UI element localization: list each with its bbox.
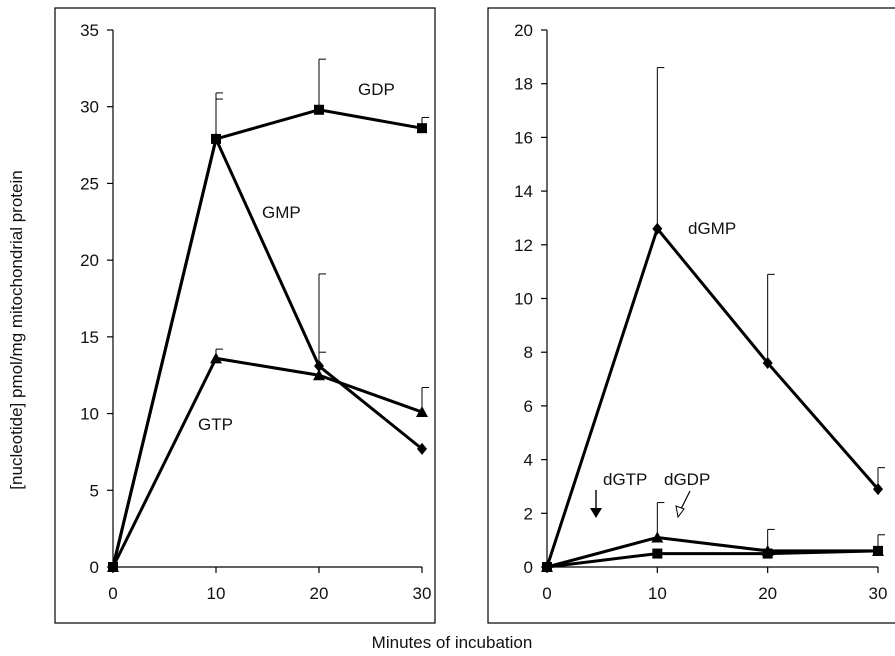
- y-tick-label: 18: [514, 75, 533, 94]
- right-panel-frame: [487, 7, 895, 624]
- data-point: [652, 222, 663, 235]
- right-chart: 0 2 4 6 8 10 12 14 16 18 20 0 10 20 30 dGMP dGTP dGDP: [514, 21, 887, 603]
- series-dGMP: [542, 67, 885, 573]
- data-point: [416, 406, 428, 418]
- x-tick-label: 10: [207, 584, 226, 603]
- annotation-GDP: GDP: [358, 80, 395, 99]
- data-point: [652, 548, 663, 559]
- y-tick-label: 20: [80, 251, 99, 270]
- series-line: [545, 225, 880, 568]
- data-point: [873, 483, 883, 496]
- y-tick-label: 8: [524, 343, 533, 362]
- x-axis-label: Minutes of incubation: [372, 633, 533, 652]
- annotation-dGTP: dGTP: [603, 470, 647, 489]
- dgtp-arrow-head: [590, 508, 602, 518]
- y-tick-label: 14: [514, 182, 533, 201]
- series-line: [111, 134, 423, 568]
- data-point: [314, 104, 324, 115]
- y-tick-label: 30: [80, 98, 99, 117]
- series-line: [111, 108, 423, 568]
- series-line: [111, 356, 423, 568]
- data-point: [417, 442, 427, 455]
- y-tick-label: 4: [524, 451, 533, 470]
- y-tick-label: 6: [524, 397, 533, 416]
- annotation-GTP: GTP: [198, 415, 233, 434]
- series-dGDP: [542, 545, 883, 572]
- data-point: [762, 356, 773, 369]
- x-tick-label: 30: [869, 584, 888, 603]
- data-point: [417, 123, 427, 134]
- x-tick-label: 0: [542, 584, 551, 603]
- data-point: [313, 369, 325, 381]
- annotation-dGMP: dGMP: [688, 219, 736, 238]
- series-GTP: [107, 348, 429, 572]
- left-chart: 0 5 10 15 20 25 30 35 0 10 20 30 GDP GMP GTP: [80, 21, 431, 603]
- series-line: [546, 549, 879, 569]
- data-point: [211, 132, 221, 145]
- y-tick-label: 5: [90, 481, 99, 500]
- y-tick-label: 2: [524, 504, 533, 523]
- data-point: [107, 561, 119, 572]
- y-tick-label: 0: [90, 558, 99, 577]
- data-point: [210, 352, 222, 364]
- y-tick-label: 10: [80, 405, 99, 424]
- series-GMP: [108, 98, 427, 573]
- dgdp-arrow-head: [675, 505, 685, 519]
- annotation-GMP: GMP: [262, 203, 301, 222]
- data-point: [762, 548, 773, 559]
- y-tick-label: 20: [514, 21, 533, 40]
- y-tick-label: 16: [514, 128, 533, 147]
- x-tick-label: 10: [648, 584, 667, 603]
- left-panel-frame: [54, 7, 436, 624]
- y-tick-label: 0: [524, 558, 533, 577]
- x-tick-label: 20: [310, 584, 329, 603]
- data-point: [542, 562, 552, 572]
- y-tick-label: 25: [80, 174, 99, 193]
- x-tick-label: 30: [413, 584, 432, 603]
- y-tick-label: 35: [80, 21, 99, 40]
- y-axis-label: [nucleotide] pmol/mg mitochondrial prote…: [7, 170, 26, 489]
- y-tick-label: 15: [80, 328, 99, 347]
- x-tick-label: 20: [758, 584, 777, 603]
- y-tick-label: 12: [514, 236, 533, 255]
- data-point: [873, 545, 883, 556]
- data-point: [651, 531, 664, 543]
- series-GDP: [108, 58, 429, 572]
- x-tick-label: 0: [108, 584, 117, 603]
- annotation-dGDP: dGDP: [664, 470, 710, 489]
- y-tick-label: 10: [514, 290, 533, 309]
